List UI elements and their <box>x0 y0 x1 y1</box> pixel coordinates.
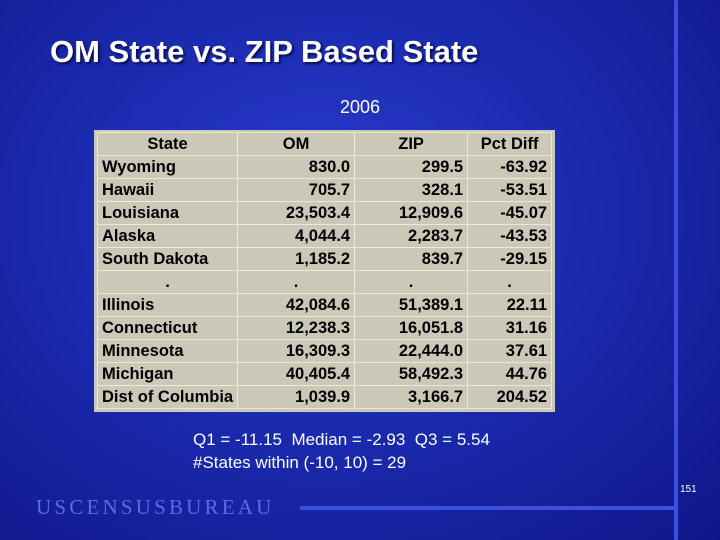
cell-pct-diff: . <box>467 270 553 294</box>
cell-state: Hawaii <box>96 178 239 202</box>
table-row: Connecticut 12,238.3 16,051.8 31.16 <box>96 316 553 340</box>
header-state: State <box>96 132 239 156</box>
table-row: Louisiana 23,503.4 12,909.6 -45.07 <box>96 201 553 225</box>
footer-divider <box>300 506 674 510</box>
census-bureau-logo: USCENSUSBUREAU <box>36 495 275 519</box>
table-header-row: State OM ZIP Pct Diff <box>96 132 553 156</box>
cell-om: 830.0 <box>237 155 356 179</box>
header-pct-diff: Pct Diff <box>467 132 553 156</box>
cell-zip: 299.5 <box>354 155 469 179</box>
cell-zip: 16,051.8 <box>354 316 469 340</box>
cell-state: Alaska <box>96 224 239 248</box>
cell-state: . <box>96 270 239 294</box>
cell-pct-diff: -29.15 <box>467 247 553 271</box>
state-comparison-table: State OM ZIP Pct Diff Wyoming 830.0 299.5-… <box>96 132 553 409</box>
table-row: South Dakota 1,185.2 839.7 -29.15 <box>96 247 553 271</box>
cell-om: 705.7 <box>237 178 356 202</box>
slide-title: OM State vs. ZIP Based State <box>50 34 479 69</box>
table-row: Michigan 40,405.4 58,492.3 44.76 <box>96 362 553 386</box>
cell-zip: 2,283.7 <box>354 224 469 248</box>
cell-om: 16,309.3 <box>237 339 356 363</box>
cell-pct-diff: 37.61 <box>467 339 553 363</box>
cell-state: Michigan <box>96 362 239 386</box>
cell-om: 4,044.4 <box>237 224 356 248</box>
cell-zip: 839.7 <box>354 247 469 271</box>
states-within-range: #States within (-10, 10) = 29 <box>193 453 407 472</box>
table-row: Alaska 4,044.4 2,283.7 -43.53 <box>96 224 553 248</box>
header-zip: ZIP <box>354 132 469 156</box>
cell-state: Louisiana <box>96 201 239 225</box>
cell-zip: 12,909.6 <box>354 201 469 225</box>
cell-pct-diff: 31.16 <box>467 316 553 340</box>
cell-om: 40,405.4 <box>237 362 356 386</box>
table-row: Minnesota 16,309.3 22,444.0 37.61 <box>96 339 553 363</box>
cell-zip: . <box>354 270 469 294</box>
cell-pct-diff: -63.92 <box>467 155 553 179</box>
right-divider <box>674 0 678 540</box>
table-row: .... <box>96 270 553 294</box>
header-om: OM <box>237 132 356 156</box>
cell-pct-diff: -45.07 <box>467 201 553 225</box>
cell-zip: 328.1 <box>354 178 469 202</box>
cell-om: . <box>237 270 356 294</box>
cell-om: 23,503.4 <box>237 201 356 225</box>
cell-zip: 58,492.3 <box>354 362 469 386</box>
cell-om: 1,039.9 <box>237 385 356 409</box>
table-row: Hawaii 705.7 328.1 -53.51 <box>96 178 553 202</box>
cell-om: 12,238.3 <box>237 316 356 340</box>
table-row: Illinois 42,084.6 51,389.1 22.11 <box>96 293 553 317</box>
cell-om: 42,084.6 <box>237 293 356 317</box>
cell-pct-diff: -43.53 <box>467 224 553 248</box>
quartile-stats: Q1 = -11.15 Median = -2.93 Q3 = 5.54 <box>193 430 490 449</box>
stats-summary: Q1 = -11.15 Median = -2.93 Q3 = 5.54 #St… <box>193 428 490 474</box>
cell-zip: 3,166.7 <box>354 385 469 409</box>
cell-state: Dist of Columbia <box>96 385 239 409</box>
page-number: 151 <box>680 484 697 495</box>
cell-state: Wyoming <box>96 155 239 179</box>
table-body: Wyoming 830.0 299.5 -63.92 Hawaii 705.7 328.1-… <box>96 155 553 409</box>
table-row: Dist of Columbia 1,039.9 3,166.7 204.52 <box>96 385 553 409</box>
cell-zip: 22,444.0 <box>354 339 469 363</box>
table-year-subtitle: 2006 <box>339 97 381 117</box>
cell-pct-diff: -53.51 <box>467 178 553 202</box>
cell-pct-diff: 44.76 <box>467 362 553 386</box>
cell-state: South Dakota <box>96 247 239 271</box>
data-table-container: State OM ZIP Pct Diff Wyoming 830.0 299.5-… <box>94 130 556 412</box>
cell-zip: 51,389.1 <box>354 293 469 317</box>
cell-state: Illinois <box>96 293 239 317</box>
cell-om: 1,185.2 <box>237 247 356 271</box>
cell-pct-diff: 204.52 <box>467 385 553 409</box>
cell-state: Connecticut <box>96 316 239 340</box>
table-row: Wyoming 830.0 299.5 -63.92 <box>96 155 553 179</box>
cell-state: Minnesota <box>96 339 239 363</box>
cell-pct-diff: 22.11 <box>467 293 553 317</box>
